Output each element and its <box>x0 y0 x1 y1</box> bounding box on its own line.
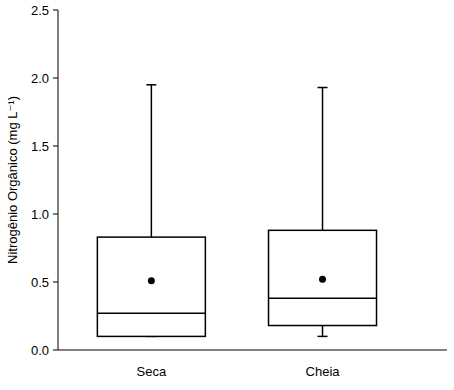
upper-cap <box>318 87 328 89</box>
y-tick-label: 1.5 <box>31 139 49 154</box>
x-tick-label: Cheia <box>306 364 341 379</box>
y-tick-label: 2.0 <box>31 71 49 86</box>
y-axis-label: Nitrogênio Orgânico (mg L⁻¹) <box>5 96 20 264</box>
x-axis-line <box>58 350 447 351</box>
y-tick <box>53 282 58 283</box>
y-tick <box>53 146 58 147</box>
y-tick-label: 0.0 <box>31 343 49 358</box>
upper-whisker <box>322 88 324 231</box>
chart-svg: 0.0 0.5 1.0 1.5 2.0 2.5 Nitrogênio Orgânico (m… <box>0 0 454 390</box>
lower-whisker <box>322 326 324 337</box>
upper-whisker <box>151 85 153 237</box>
boxes <box>97 85 376 337</box>
box <box>97 237 205 336</box>
y-tick-label: 0.5 <box>31 275 49 290</box>
y-tick <box>53 350 58 351</box>
median-line <box>97 313 205 315</box>
y-tick-label: 2.5 <box>31 3 49 18</box>
chart-container: 0.0 0.5 1.0 1.5 2.0 2.5 Nitrogênio Orgânico (m… <box>0 0 454 390</box>
y-axis-line <box>58 10 59 350</box>
y-ticks: 0.0 0.5 1.0 1.5 2.0 2.5 <box>31 3 58 358</box>
box <box>269 230 377 325</box>
mean-dot <box>319 276 326 283</box>
lower-cap <box>318 336 328 338</box>
median-line <box>269 298 377 300</box>
mean-dot <box>148 277 155 284</box>
y-tick <box>53 214 58 215</box>
y-tick <box>53 78 58 79</box>
y-tick <box>53 10 58 11</box>
y-tick-label: 1.0 <box>31 207 49 222</box>
x-tick-label: Seca <box>137 364 167 379</box>
upper-cap <box>146 84 156 86</box>
